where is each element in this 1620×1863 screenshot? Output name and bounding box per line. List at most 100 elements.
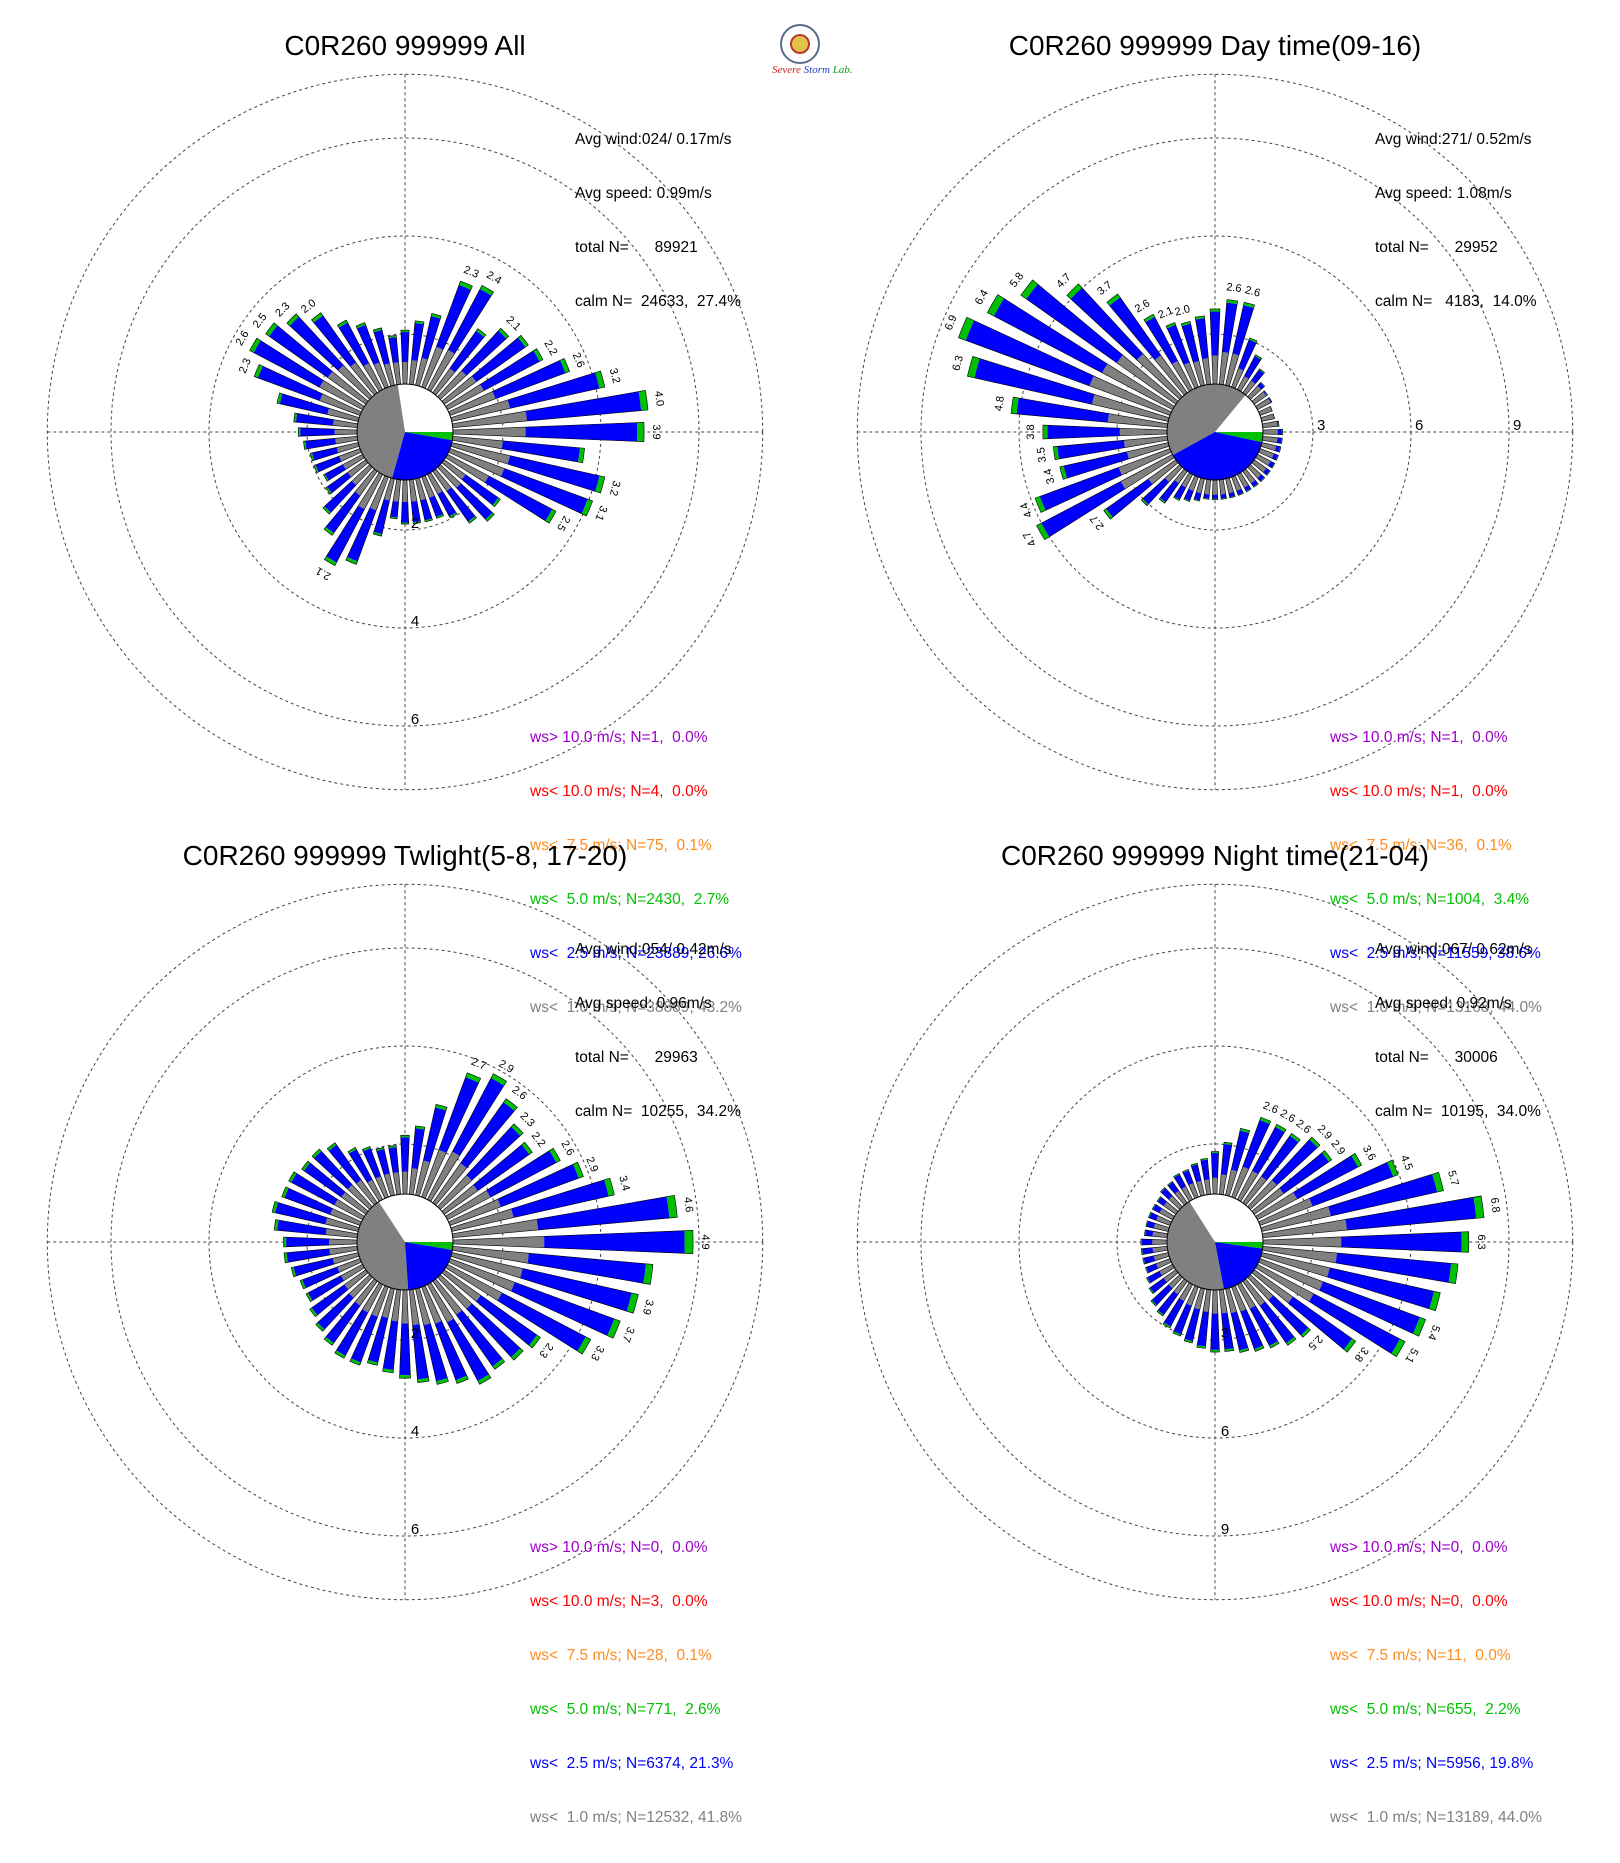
windrose-panel-all: 3.9 4.0 3.2 2.6 2.2 2.1 2.4 2.3 2.0 2.3 2.5 2.6 2.3 2… xyxy=(0,0,810,1016)
bar-segment-lt1 xyxy=(355,468,378,496)
bar-segment-lt2-5 xyxy=(1244,484,1251,492)
bar-segment-lt2-5 xyxy=(1328,1174,1438,1216)
bar-segment-lt5 xyxy=(356,322,366,329)
bar-segment-lt5 xyxy=(436,514,444,519)
bar-segment-lt1 xyxy=(1188,475,1199,491)
bar-segment-lt1 xyxy=(415,1287,431,1326)
wind-bar: 3.7 xyxy=(1095,279,1188,396)
wind-bar: 2.7 xyxy=(421,1056,488,1199)
bar-segment-lt2-5 xyxy=(1141,1239,1153,1245)
ring-tick-label: 3 xyxy=(1317,417,1325,434)
bar-segment-lt1 xyxy=(1231,475,1242,491)
bar-segment-lt2-5 xyxy=(511,1179,609,1218)
bar-segment-lt5 xyxy=(643,1263,653,1285)
bar-segment-lt5 xyxy=(958,317,975,341)
bar-segment-lt2-5 xyxy=(338,322,369,367)
bar-segment-lt1 xyxy=(1260,1206,1331,1232)
calm-pie-slice xyxy=(357,384,405,479)
bar-segment-lt5 xyxy=(1269,1341,1280,1349)
bar-value-label: 2.6 xyxy=(558,1139,576,1158)
bar-segment-lt5 xyxy=(399,1375,411,1379)
bar-value-label: 3.9 xyxy=(650,424,662,439)
bar-segment-lt5 xyxy=(581,499,593,516)
bar-segment-lt2-5 xyxy=(476,1295,537,1346)
wind-bar xyxy=(441,459,501,508)
bar-segment-lt5 xyxy=(1309,1137,1320,1148)
wind-bar xyxy=(347,1147,384,1202)
bar-segment-lt5 xyxy=(413,521,421,524)
bar-value-label: 2.2 xyxy=(541,338,559,357)
bar-segment-lt5 xyxy=(310,452,315,461)
bar-segment-lt1 xyxy=(1168,1195,1183,1210)
bar-segment-lt2-5 xyxy=(373,329,390,365)
wind-bar xyxy=(1219,1288,1235,1352)
bar-segment-lt2-5 xyxy=(1221,1312,1234,1350)
bar-value-label: 2.7 xyxy=(469,1056,488,1073)
bar-segment-lt1 xyxy=(445,1190,491,1220)
bar-value-label: 3.1 xyxy=(592,504,609,523)
bar-segment-lt2-5 xyxy=(315,456,342,473)
bar-segment-lt1 xyxy=(1260,442,1277,451)
bar-segment-lt1 xyxy=(1219,1174,1227,1195)
bar-value-label: 2.1 xyxy=(1156,305,1175,322)
ring-tick-label: 6 xyxy=(411,1521,419,1538)
bar-value-label: 2.6 xyxy=(1278,1107,1297,1125)
bar-value-label: 3.2 xyxy=(607,367,623,385)
bar-segment-lt1 xyxy=(362,1282,383,1313)
bar-segment-lt5 xyxy=(390,516,398,519)
bar-segment-lt1 xyxy=(1219,1289,1228,1314)
windrose-chart: 6.36.85.74.53.62.92.92.62.62.62.53.8 5.15… xyxy=(856,883,1574,1601)
bar-segment-lt5 xyxy=(521,1142,533,1155)
calm-pie-slice xyxy=(1215,1242,1263,1249)
calm-circle xyxy=(356,383,454,481)
bar-segment-lt1 xyxy=(427,1151,460,1202)
calm-pie-slice xyxy=(405,1242,453,1250)
bar-segment-lt2-5 xyxy=(388,1147,399,1173)
bar-segment-lt5 xyxy=(529,1335,541,1349)
bar-segment-lt2-5 xyxy=(1041,481,1126,537)
bar-segment-lt1 xyxy=(381,1287,395,1318)
grid-ring xyxy=(920,947,1510,1537)
calm-pie-slice xyxy=(1167,1201,1224,1290)
bar-segment-lt5 xyxy=(518,335,529,348)
ring-tick-label: 6 xyxy=(1415,417,1423,434)
bar-segment-lt5 xyxy=(325,486,332,495)
bar-segment-lt5 xyxy=(1159,497,1166,504)
bar-segment-lt5 xyxy=(349,1358,361,1366)
legend-entry-lt5: ws< 5.0 m/s; N=2430, 2.7% xyxy=(530,891,730,908)
bar-segment-lt2-5 xyxy=(399,1323,411,1376)
wind-bar xyxy=(1247,381,1266,400)
legend-entry-lt2-5: ws< 2.5 m/s; N=23889, 26.6% xyxy=(530,945,742,962)
bar-segment-lt2-5 xyxy=(466,1303,521,1358)
bar-segment-lt1 xyxy=(421,475,435,498)
bar-segment-lt5 xyxy=(987,294,1004,317)
ring-tick-label: 3 xyxy=(1221,1325,1229,1342)
bar-segment-lt5 xyxy=(1258,368,1265,374)
bar-segment-lt5 xyxy=(604,1178,615,1197)
legend-entry-lt1: ws< 1.0 m/s; N=12532, 41.8% xyxy=(530,1809,742,1826)
bar-segment-lt2-5 xyxy=(351,1314,378,1363)
windrose-panel-twilight: 4.9 4.6 3.4 2.9 2.6 2.2 2.3 2.6 2.9 2.7 2.3 3.3 3.7 3… xyxy=(0,810,810,1826)
bar-segment-lt5 xyxy=(1036,523,1050,540)
avg-wind: Avg wind:024/ 0.17m/s xyxy=(575,131,732,148)
bar-segment-lt1 xyxy=(1219,479,1226,495)
bar-segment-lt2-5 xyxy=(1267,397,1272,403)
bar-segment-lt1 xyxy=(1154,355,1188,396)
bar-segment-lt2-5 xyxy=(348,1149,373,1183)
bar-segment-lt1 xyxy=(1225,1169,1238,1197)
bar-segment-lt2-5 xyxy=(1220,493,1227,499)
bar-segment-lt1 xyxy=(363,363,383,392)
bar-segment-lt1 xyxy=(1204,479,1211,495)
bar-segment-lt1 xyxy=(402,361,408,385)
bar-segment-lt5 xyxy=(626,1292,639,1314)
bar-segment-lt1 xyxy=(432,1163,467,1206)
bar-segment-lt2-5 xyxy=(520,1268,632,1312)
bar-segment-lt2-5 xyxy=(1211,1153,1219,1178)
bar-segment-lt1 xyxy=(373,362,389,389)
bar-segment-lt1 xyxy=(445,1264,502,1301)
bar-segment-lt5 xyxy=(1429,1291,1441,1311)
avg-speed: Avg speed: 0.96m/s xyxy=(575,995,712,1012)
wind-bar xyxy=(451,1246,654,1285)
bar-segment-lt1 xyxy=(415,1160,430,1197)
bar-segment-lt5 xyxy=(1387,1160,1399,1177)
